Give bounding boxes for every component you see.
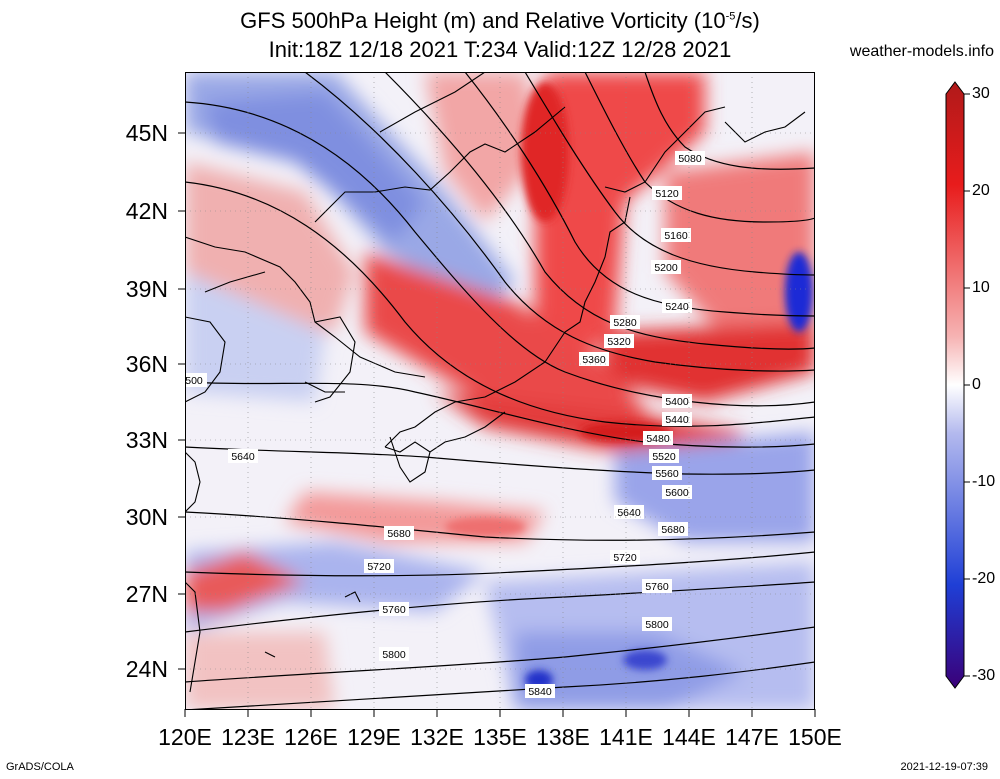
contour-label: 5600 (665, 487, 689, 499)
lat-label-42n: 42N (125, 198, 168, 224)
lat-label-33n: 33N (125, 427, 168, 453)
lat-label-24n: 24N (125, 656, 168, 682)
lat-label-45n: 45N (125, 120, 168, 146)
contour-label: 5360 (582, 354, 606, 366)
site-credit: weather-models.info (849, 43, 994, 60)
contour-label: 5480 (646, 433, 670, 445)
lat-label-27n: 27N (125, 581, 168, 607)
colorbar-label: 0 (972, 376, 981, 393)
contour-label: 5200 (654, 262, 678, 274)
lat-label-39n: 39N (125, 276, 168, 302)
contour-label: 5320 (607, 336, 631, 348)
colorbar (945, 81, 970, 689)
contour-label: 5520 (652, 451, 676, 463)
lat-ticks (178, 132, 185, 670)
contour-label: 5720 (367, 561, 391, 573)
contour-label: 5840 (528, 686, 552, 698)
colorbar-label: 20 (972, 182, 990, 199)
contour-label: 5760 (645, 581, 669, 593)
chart-title-line1: GFS 500hPa Height (m) and Relative Vorti… (240, 8, 760, 33)
lon-label-132e: 132E (410, 724, 464, 750)
contour-label: 5640 (617, 507, 641, 519)
chart-title-line2: Init:18Z 12/18 2021 T:234 Valid:12Z 12/2… (268, 37, 732, 62)
lon-label-126e: 126E (284, 724, 338, 750)
contour-label: 5240 (665, 301, 689, 313)
lon-label-150e: 150E (788, 724, 842, 750)
contour-label: 5640 (231, 451, 255, 463)
colorbar-label: 10 (972, 279, 990, 296)
colorbar-label: -20 (972, 570, 996, 587)
lon-label-129e: 129E (347, 724, 401, 750)
grid-lines (185, 72, 815, 710)
contour-label: 5680 (387, 528, 411, 540)
lon-label-147e: 147E (725, 724, 779, 750)
contour-label: 5800 (382, 649, 406, 661)
contour-label: 5760 (382, 604, 406, 616)
contour-labels: 5080 5120 5160 5200 5240 5280 5320 5360 … (185, 151, 705, 698)
lon-label-120e: 120E (158, 724, 212, 750)
coastlines (185, 72, 806, 693)
generated-timestamp: 2021-12-19-07:39 (900, 761, 988, 773)
lon-ticks (184, 709, 816, 717)
contour-label: 5440 (665, 414, 689, 426)
vorticity-height-map: 5080 5120 5160 5200 5240 5280 5320 5360 … (185, 72, 815, 710)
contour-label: 5560 (655, 468, 679, 480)
contour-label: 5280 (613, 317, 637, 329)
contour-label: 5160 (664, 230, 688, 242)
lon-label-144e: 144E (662, 724, 716, 750)
colorbar-label: 30 (972, 85, 990, 102)
contour-label: 5080 (678, 153, 702, 165)
lat-label-30n: 30N (125, 504, 168, 530)
contour-label: 5800 (645, 619, 669, 631)
contour-label: 5680 (661, 524, 685, 536)
vorticity-field (185, 72, 815, 710)
lat-label-36n: 36N (125, 351, 168, 377)
lon-label-141e: 141E (599, 724, 653, 750)
contour-label: 500 (185, 375, 203, 387)
software-credit: GrADS/COLA (6, 761, 74, 773)
colorbar-label: -10 (972, 473, 996, 490)
colorbar-label: -30 (972, 667, 996, 684)
contour-label: 5400 (665, 396, 689, 408)
lon-label-138e: 138E (536, 724, 590, 750)
contour-label: 5120 (655, 188, 679, 200)
contour-label: 5720 (613, 552, 637, 564)
lon-label-123e: 123E (221, 724, 275, 750)
lon-label-135e: 135E (473, 724, 527, 750)
